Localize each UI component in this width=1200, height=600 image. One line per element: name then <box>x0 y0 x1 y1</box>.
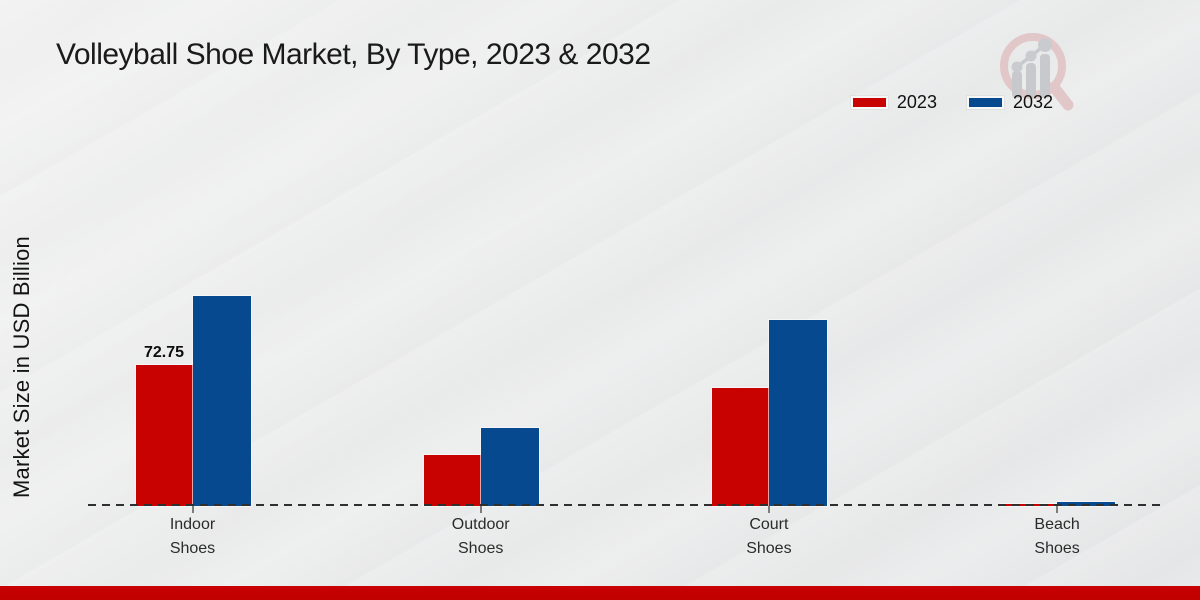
category-label-outdoor-shoes: Outdoor Shoes <box>451 516 510 557</box>
bar-2032-court-shoes <box>768 320 827 506</box>
bar-2023-court-shoes <box>711 388 769 506</box>
bar-2023-indoor-shoes <box>135 365 193 506</box>
category-label-indoor-shoes: Indoor Shoes <box>169 516 216 557</box>
footer-accent-band <box>0 586 1200 600</box>
x-axis-tick <box>479 506 482 513</box>
legend-swatch-2023 <box>850 96 888 109</box>
magnifier-barchart-logo-icon <box>1000 33 1074 111</box>
legend-label: 2032 <box>1012 92 1053 112</box>
legend-item-2023: 2023 <box>850 92 937 113</box>
bar-value-label: 72.75 <box>143 344 185 361</box>
x-axis-tick <box>1056 506 1059 513</box>
x-axis-tick <box>191 506 194 513</box>
category-label-court-shoes: Court Shoes <box>746 516 792 557</box>
category-label-beach-shoes: Beach Shoes <box>1034 516 1080 557</box>
zero-baseline-dashed <box>88 504 1163 506</box>
legend-label: 2023 <box>896 92 937 112</box>
legend: 2023 2032 <box>850 92 1053 113</box>
bar-2023-outdoor-shoes <box>423 455 481 506</box>
x-axis-tick <box>767 506 770 513</box>
y-axis-label: Market Size in USD Billion <box>9 236 34 498</box>
legend-item-2032: 2032 <box>966 92 1053 113</box>
bar-2032-outdoor-shoes <box>480 428 539 506</box>
legend-swatch-2032 <box>966 96 1004 109</box>
bar-2032-indoor-shoes <box>192 296 251 506</box>
chart-title: Volleyball Shoe Market, By Type, 2023 & … <box>56 38 651 71</box>
